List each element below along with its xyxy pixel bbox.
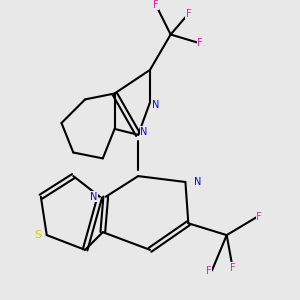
Text: F: F (230, 262, 236, 272)
Text: N: N (152, 100, 160, 110)
Text: N: N (90, 192, 98, 202)
Text: F: F (185, 9, 191, 19)
Text: F: F (197, 38, 203, 48)
Text: N: N (194, 177, 201, 187)
Text: F: F (256, 212, 262, 222)
Text: F: F (206, 266, 212, 275)
Text: N: N (140, 127, 148, 137)
Text: F: F (153, 0, 159, 10)
Text: S: S (34, 230, 41, 240)
